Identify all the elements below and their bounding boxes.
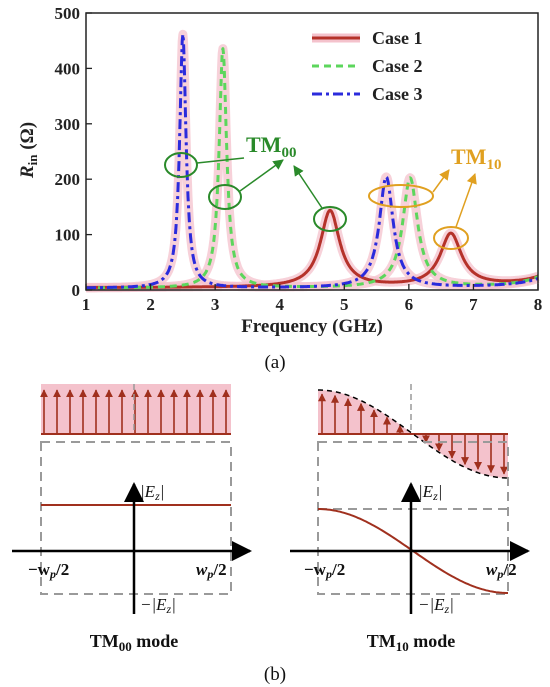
y-tick-label: 400 bbox=[55, 59, 81, 78]
distribution-box bbox=[40, 441, 232, 595]
ellipse-tm10-pair bbox=[368, 184, 434, 208]
field-neg-label: −|Ez| bbox=[140, 595, 176, 616]
right-edge-label: wp/2 bbox=[486, 560, 517, 581]
leader-arrow bbox=[293, 165, 323, 209]
leader-arrow bbox=[239, 159, 284, 192]
rin-chart: 1 2 3 4 5 6 7 8 0 100 200 300 400 500 Frequency (GHz)… bbox=[17, 4, 542, 337]
leader-line bbox=[196, 157, 245, 164]
y-tick-label: 0 bbox=[72, 281, 81, 300]
field-pos-label: |Ez| bbox=[418, 482, 442, 503]
tm00-mode-label: TM00 mode bbox=[90, 631, 179, 654]
left-edge-label: −wp/2 bbox=[304, 560, 345, 581]
x-tick-label: 6 bbox=[405, 295, 414, 314]
x-tick-label: 2 bbox=[146, 295, 155, 314]
y-tick-label: 200 bbox=[55, 170, 81, 189]
series-lines bbox=[85, 32, 539, 290]
y-label-main: R bbox=[17, 165, 38, 179]
x-tick-label: 7 bbox=[469, 295, 478, 314]
tm10-label: TM10 bbox=[451, 144, 501, 173]
x-tick-label: 1 bbox=[82, 295, 91, 314]
series-highlight-case1 bbox=[82, 205, 542, 292]
leader-arrow bbox=[432, 169, 450, 193]
right-edge-label: wp/2 bbox=[196, 560, 227, 581]
y-axis-label: Rin (Ω) bbox=[17, 122, 40, 179]
caption-b: (b) bbox=[264, 664, 286, 685]
x-tick-label: 8 bbox=[534, 295, 543, 314]
series-line-case2 bbox=[85, 47, 539, 290]
annotation-tm10: TM10 bbox=[368, 144, 501, 250]
ellipse-case1-tm10 bbox=[433, 226, 469, 250]
tm10-diagram: |Ez| −|Ez| −wp/2 wp/2 TM10 mode bbox=[290, 384, 530, 654]
ellipse-case1-tm00 bbox=[313, 206, 347, 232]
x-tick-label: 5 bbox=[340, 295, 349, 314]
leader-arrow bbox=[455, 173, 477, 228]
x-tick-label: 4 bbox=[275, 295, 284, 314]
field-neg-label: −|Ez| bbox=[418, 595, 454, 616]
series-line-case1 bbox=[85, 208, 539, 289]
caption-a: (a) bbox=[264, 352, 285, 373]
y-label-unit: (Ω) bbox=[17, 122, 38, 155]
ellipse-case2-tm00 bbox=[208, 184, 242, 210]
legend-label-case1: Case 1 bbox=[372, 28, 423, 48]
x-axis-label: Frequency (GHz) bbox=[241, 316, 383, 337]
y-label-sub: in bbox=[25, 154, 40, 166]
distribution-box bbox=[317, 441, 509, 595]
y-tick-label: 500 bbox=[55, 4, 81, 23]
field-envelope bbox=[318, 389, 508, 479]
legend: Case 1 Case 2 Case 3 bbox=[312, 28, 423, 104]
y-tick-label: 100 bbox=[55, 226, 81, 245]
tm00-label: TM00 bbox=[246, 132, 296, 161]
x-tick-label: 3 bbox=[211, 295, 220, 314]
y-tick-label: 300 bbox=[55, 115, 81, 134]
legend-label-case3: Case 3 bbox=[372, 84, 423, 104]
axis-ticks: 1 2 3 4 5 6 7 8 0 100 200 300 400 500 bbox=[55, 4, 543, 314]
tm00-diagram: |Ez| −|Ez| −wp/2 wp/2 TM00 mode bbox=[12, 384, 252, 654]
legend-label-case2: Case 2 bbox=[372, 56, 423, 76]
left-edge-label: −wp/2 bbox=[28, 560, 69, 581]
tm10-mode-label: TM10 mode bbox=[367, 631, 456, 654]
field-arrows bbox=[318, 393, 508, 475]
plot-frame bbox=[85, 12, 539, 291]
field-arrows bbox=[40, 389, 230, 434]
annotation-tm00: TM00 bbox=[164, 132, 347, 232]
ellipse-case3-tm00 bbox=[164, 152, 198, 178]
field-pos-label: |Ez| bbox=[140, 482, 164, 503]
